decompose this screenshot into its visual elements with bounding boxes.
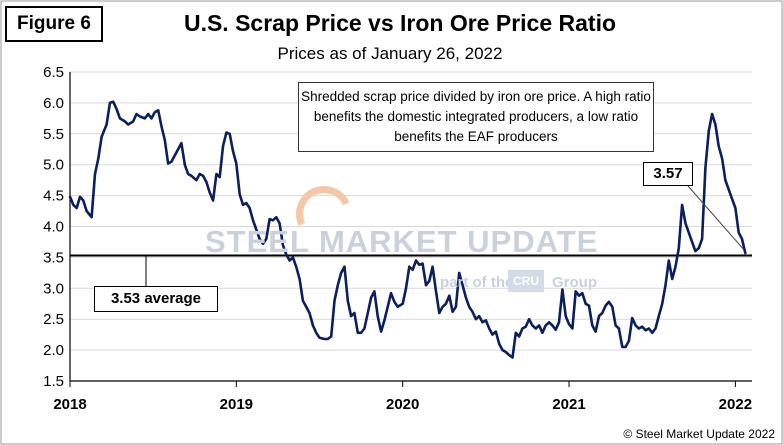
watermark-tagline-left: part of the [440, 274, 514, 291]
series-line [68, 100, 747, 359]
x-tick-label: 2022 [719, 396, 752, 413]
y-tick-label: 3.5 [43, 249, 64, 266]
y-tick-label: 6.0 [43, 95, 64, 112]
watermark-brand: STEEL MARKET UPDATE [205, 224, 599, 259]
x-tick-label: 2021 [552, 396, 585, 413]
average-label: 3.53 average [94, 286, 218, 312]
y-tick-label: 4.5 [43, 188, 64, 205]
watermark-tagline: part of the [440, 274, 513, 291]
y-tick-label: 5.0 [43, 157, 64, 174]
y-tick-label: 6.5 [43, 64, 64, 81]
y-tick-label: 1.5 [43, 373, 64, 390]
x-tick-label: 2019 [220, 396, 253, 413]
y-tick-label: 3.0 [43, 280, 64, 297]
y-tick-label: 2.0 [43, 342, 64, 359]
y-tick-label: 4.0 [43, 219, 64, 236]
watermark-tagline-right: Group [552, 274, 597, 291]
last-value-leader [687, 185, 744, 250]
chart-annotation: Shredded scrap price divided by iron ore… [298, 82, 654, 152]
watermark-cru-logo: CRU [508, 270, 544, 292]
copyright: © Steel Market Update 2022 [623, 427, 775, 441]
y-tick-label: 2.5 [43, 311, 64, 328]
x-tick-label: 2020 [386, 396, 419, 413]
chart-subtitle: Prices as of January 26, 2022 [277, 44, 503, 63]
chart-title: U.S. Scrap Price vs Iron Ore Price Ratio [183, 10, 617, 36]
last-value-label: 3.57 [643, 162, 693, 186]
x-tick-label: 2018 [53, 396, 86, 413]
figure-label: Figure 6 [5, 6, 103, 42]
y-tick-label: 5.5 [43, 126, 64, 143]
